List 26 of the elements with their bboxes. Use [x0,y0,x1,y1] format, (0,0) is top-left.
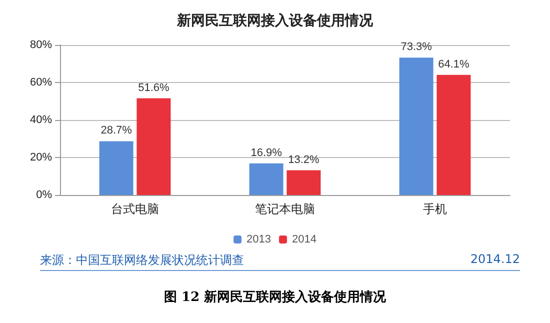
x-tick-label: 台式电脑 [111,202,159,216]
y-tick-label: 80% [30,39,52,51]
data-label: 13.2% [288,154,320,166]
bar [399,58,434,195]
bar [99,141,134,195]
legend-label: 2014 [292,234,316,246]
data-label: 28.7% [100,124,132,137]
y-tick-label: 40% [30,114,52,126]
data-label: 73.3% [400,41,432,54]
caption: 图 12 新网民互联网接入设备使用情况 [162,288,388,306]
data-label: 51.6% [138,82,170,94]
x-tick-label: 笔记本电脑 [255,202,315,216]
x-tick-label: 手机 [423,202,447,216]
y-tick-label: 60% [30,76,52,88]
bar [136,98,171,195]
source-note: 来源：中国互联网络发展状况统计调查 [40,252,244,269]
data-label: 64.1% [438,58,470,70]
bar [286,170,321,195]
data-label: 16.9% [250,146,282,159]
bar [249,163,284,195]
y-tick-label: 0% [36,189,52,201]
bar [436,74,471,195]
y-tick-label: 20% [30,152,52,164]
chart-title: 新网民互联网接入设备使用情况 [176,12,374,28]
text: 2014.12 [470,252,520,266]
legend-label: 2013 [246,234,272,246]
